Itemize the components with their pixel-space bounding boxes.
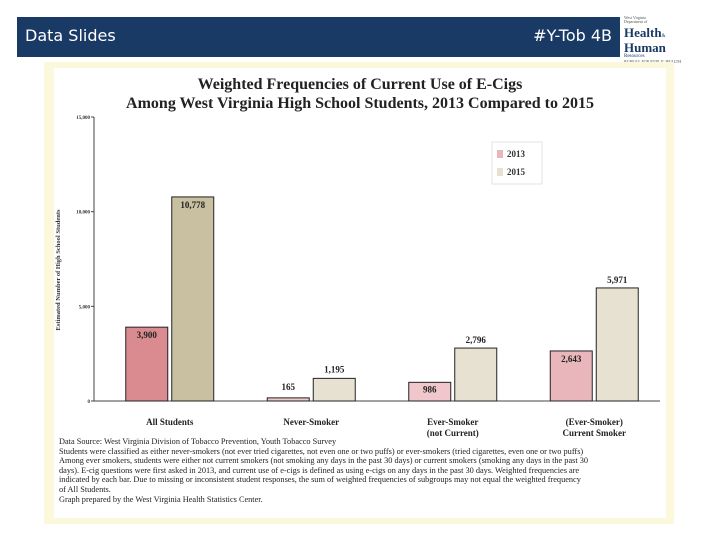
bar-2013-1 <box>266 397 310 402</box>
header-title: Data Slides <box>25 26 116 45</box>
logo-amp: & <box>661 34 666 39</box>
category-label: (Ever-Smoker) <box>566 417 623 427</box>
bar-value-label: 3,900 <box>137 330 158 340</box>
bar-value-label: 2,796 <box>466 335 487 345</box>
note-line: Among ever smokers, students were either… <box>59 456 589 466</box>
logo-line2: Department of <box>624 19 648 24</box>
category-label-line2: Current Smoker <box>562 428 626 438</box>
y-tick-label: 5,000 <box>79 305 91 310</box>
dhhr-logo: West Virginia Department of Health& Huma… <box>624 15 696 64</box>
logo-word-human: Human <box>624 40 666 55</box>
category-label: Never-Smoker <box>283 417 339 427</box>
logo-line1: West Virginia <box>624 15 646 20</box>
category-label-line2: (not Current) <box>427 428 479 438</box>
category-label: Ever-Smoker <box>427 417 478 427</box>
logo-line3: BUREAU FOR PUBLIC HEALTH <box>624 60 696 64</box>
chart-card <box>54 68 666 518</box>
header-bar: Data Slides #Y-Tob 4B <box>17 17 620 57</box>
bar-2013-3 <box>549 350 593 402</box>
bar-value-label: 10,778 <box>180 200 205 210</box>
legend-swatch-2015 <box>497 168 503 176</box>
category-label: All Students <box>146 417 194 427</box>
logo-word-health: Health <box>624 25 662 40</box>
legend-box <box>491 141 543 185</box>
note-line: Graph prepared by the West Virginia Heal… <box>59 494 263 504</box>
bar-2015-1 <box>312 377 356 402</box>
slide-id: #Y-Tob 4B <box>533 26 612 45</box>
chart-title: Weighted Frequencies of Current Use of E… <box>197 76 523 93</box>
legend-swatch-2013 <box>497 150 503 158</box>
bar-value-label: 165 <box>282 382 296 392</box>
chart-notes: Data Source: West Virginia Division of T… <box>59 437 669 504</box>
bar-2015-3 <box>595 287 639 402</box>
note-line: Students were classified as either never… <box>59 446 584 456</box>
bar-value-label: 2,643 <box>561 354 582 364</box>
logo-word-resources: Resources <box>624 54 645 59</box>
y-axis-label: Estimated Number of High School Students <box>55 209 62 331</box>
note-line: Data Source: West Virginia Division of T… <box>59 437 337 446</box>
bar-2013-2 <box>408 381 452 402</box>
bar-value-label: 1,195 <box>324 364 345 374</box>
note-line: days). E-cig questions were first asked … <box>59 465 580 475</box>
bar-2015-2 <box>454 347 498 402</box>
bar-2013-0 <box>125 326 169 402</box>
y-tick-label: 0 <box>88 400 91 405</box>
note-line: of All Students. <box>59 484 111 494</box>
y-tick-label: 15,000 <box>76 116 90 121</box>
bar-value-label: 986 <box>423 384 437 394</box>
legend-label: 2013 <box>507 149 526 159</box>
legend-label: 2015 <box>507 167 526 177</box>
note-line: indicated by each bar. Due to missing or… <box>59 475 581 485</box>
bar-value-label: 5,971 <box>607 275 628 285</box>
bar-2015-0 <box>171 196 215 402</box>
chart-subtitle: Among West Virginia High School Students… <box>126 95 594 112</box>
y-tick-label: 10,000 <box>76 211 90 216</box>
